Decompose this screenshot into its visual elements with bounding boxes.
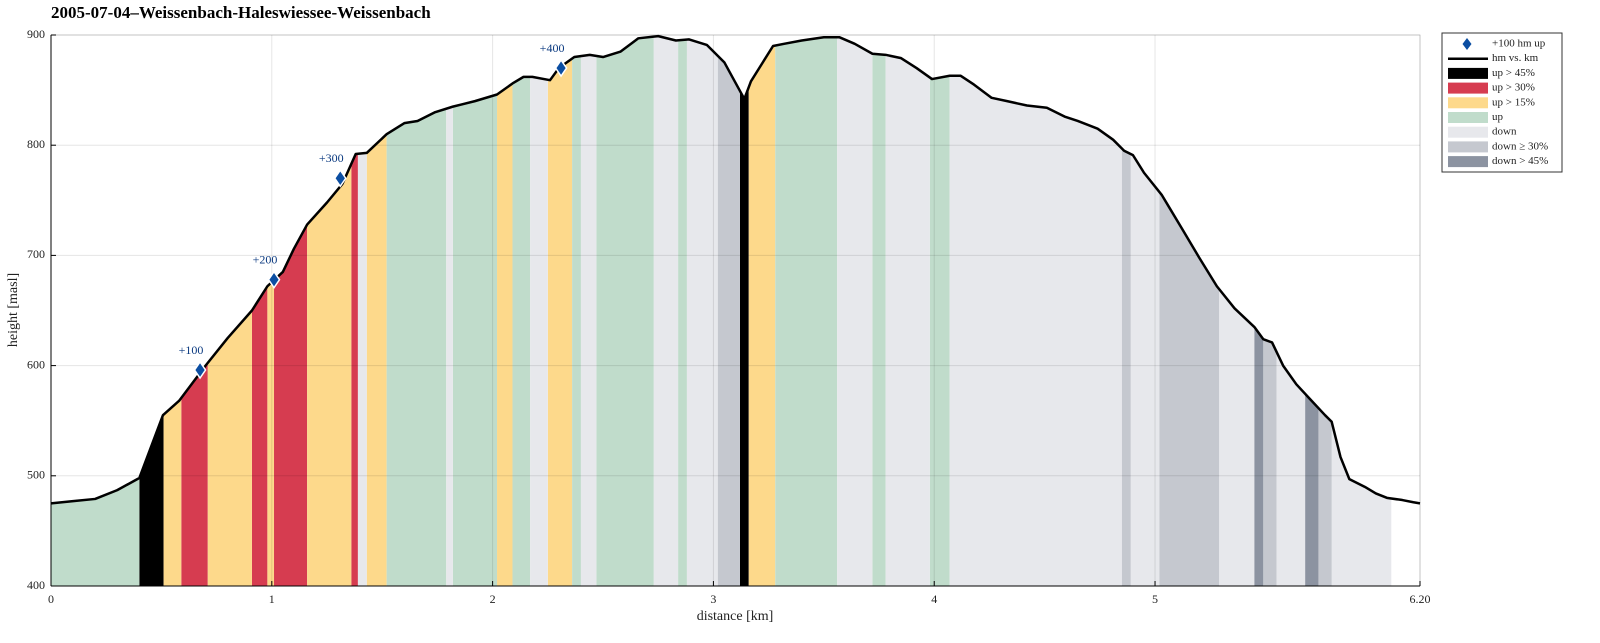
y-tick-label: 700 bbox=[27, 247, 45, 261]
legend-swatch bbox=[1448, 126, 1488, 138]
marker bbox=[554, 58, 568, 78]
x-tick-label: 3 bbox=[710, 592, 716, 606]
band bbox=[547, 58, 573, 587]
x-tick-label: 0 bbox=[48, 592, 54, 606]
marker-label: +100 bbox=[179, 343, 204, 357]
band bbox=[1305, 393, 1319, 586]
band bbox=[1276, 351, 1306, 586]
legend-swatch bbox=[1448, 82, 1488, 94]
legend-label: +100 hm up bbox=[1492, 38, 1546, 50]
band bbox=[163, 397, 182, 586]
legend-swatch bbox=[1448, 97, 1488, 109]
legend-label: down > 45% bbox=[1492, 155, 1548, 167]
band bbox=[717, 55, 740, 587]
legend-swatch bbox=[1448, 112, 1488, 123]
x-axis-label: distance [km] bbox=[697, 609, 774, 624]
legend-label: up > 45% bbox=[1492, 67, 1535, 79]
x-tick-label: 4 bbox=[931, 592, 937, 606]
plot-frame bbox=[50, 34, 1421, 587]
x-tick-label: 1 bbox=[269, 592, 275, 606]
grid: 400 500 600 700 800 900 0 1 2 3 4 5 6.20 bbox=[27, 27, 1431, 606]
band bbox=[572, 56, 581, 586]
chart-title: 2005-07-04–Weissenbach-Haleswiessee-Weis… bbox=[51, 3, 431, 22]
marker bbox=[193, 360, 207, 380]
band bbox=[686, 39, 718, 586]
y-tick-label: 600 bbox=[27, 357, 45, 371]
band bbox=[1263, 339, 1277, 586]
legend-label: up > 30% bbox=[1492, 82, 1535, 94]
band bbox=[51, 478, 140, 586]
band bbox=[181, 362, 208, 586]
x-tick-label: 2 bbox=[490, 592, 496, 606]
legend-label: up > 15% bbox=[1492, 96, 1535, 108]
marker bbox=[267, 270, 281, 289]
band bbox=[596, 36, 654, 586]
band bbox=[357, 152, 367, 586]
marker-label: +200 bbox=[253, 252, 278, 266]
band bbox=[1159, 192, 1220, 586]
band bbox=[366, 134, 387, 586]
y-axis-label: height [masl] bbox=[6, 273, 21, 347]
legend-label: down bbox=[1492, 126, 1517, 138]
marker-label: +400 bbox=[540, 41, 565, 55]
band bbox=[512, 76, 531, 586]
band bbox=[837, 37, 873, 587]
band bbox=[530, 76, 548, 586]
band bbox=[653, 36, 679, 587]
legend-swatch bbox=[1448, 67, 1488, 79]
band bbox=[307, 163, 352, 586]
marker-label: +300 bbox=[319, 151, 344, 165]
legend-marker bbox=[1462, 38, 1472, 50]
y-tick-label: 900 bbox=[27, 27, 45, 41]
band bbox=[351, 153, 358, 586]
band bbox=[872, 53, 886, 586]
y-tick-label: 500 bbox=[27, 468, 45, 482]
band bbox=[739, 87, 749, 587]
legend: +100 hm up hm vs. km up > 45% up > 30% up > … bbox=[1448, 38, 1548, 168]
band bbox=[446, 106, 453, 586]
band bbox=[274, 224, 308, 586]
marker bbox=[333, 168, 347, 188]
band bbox=[775, 37, 838, 587]
band bbox=[1318, 408, 1332, 586]
legend-swatch bbox=[1448, 156, 1488, 168]
legend-swatch bbox=[1448, 141, 1488, 153]
band bbox=[1254, 327, 1264, 586]
band bbox=[1121, 148, 1131, 587]
band bbox=[251, 286, 268, 586]
band bbox=[497, 83, 513, 586]
band bbox=[139, 414, 164, 586]
band bbox=[1219, 289, 1255, 586]
band bbox=[386, 108, 447, 586]
legend-label: down ≥ 30% bbox=[1492, 140, 1548, 152]
band bbox=[1331, 421, 1392, 586]
band bbox=[207, 310, 252, 586]
legend-label: up bbox=[1492, 111, 1504, 123]
band bbox=[452, 94, 498, 587]
bands bbox=[51, 36, 1392, 587]
band bbox=[748, 45, 776, 586]
foreground: +100 +200 +300 +400 bbox=[50, 34, 1421, 505]
band bbox=[885, 54, 930, 586]
legend-label: hm vs. km bbox=[1492, 52, 1539, 64]
band bbox=[949, 75, 1122, 587]
band bbox=[1130, 154, 1160, 587]
band bbox=[929, 75, 950, 587]
x-tick-label: 5 bbox=[1152, 592, 1158, 606]
band bbox=[580, 54, 597, 586]
band bbox=[267, 280, 275, 586]
x-tick-label: 6.20 bbox=[1410, 592, 1431, 606]
y-tick-label: 800 bbox=[27, 137, 45, 151]
y-tick-label: 400 bbox=[27, 578, 45, 592]
band bbox=[678, 39, 687, 586]
